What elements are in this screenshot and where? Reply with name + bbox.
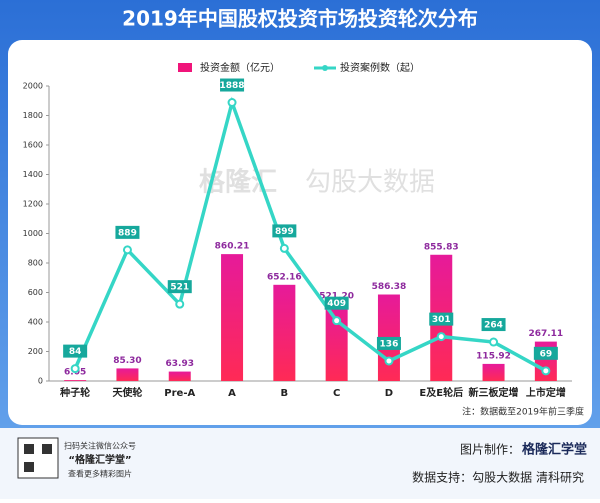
- bar: [116, 368, 139, 381]
- point: [384, 356, 394, 366]
- bar-value-label: 115.92: [476, 351, 511, 361]
- y-tick-label: 800: [28, 259, 43, 268]
- brand: 格隆汇学堂: [522, 442, 587, 458]
- point-label-box: [63, 344, 88, 358]
- point-label-box: [429, 312, 454, 326]
- y-tick-label: 1200: [23, 200, 43, 209]
- x-tick-label: 新三板定增: [469, 386, 519, 399]
- bar: [325, 304, 348, 381]
- point: [175, 299, 185, 309]
- x-tick-label: Pre-A: [164, 388, 195, 399]
- point-label-box: [115, 225, 140, 239]
- point: [436, 332, 446, 342]
- legend-swatch: [322, 65, 328, 71]
- x-tick-label: 天使轮: [112, 386, 142, 399]
- y-tick-label: 1800: [23, 111, 43, 120]
- bar: [221, 254, 244, 381]
- y-tick-label: 400: [28, 318, 43, 327]
- point-label: 1888: [220, 81, 245, 91]
- footer-text: 查看更多精彩图片: [68, 469, 132, 479]
- point-label-box: [220, 78, 245, 92]
- point-label-box: [533, 346, 558, 360]
- bar-value-label: 521.20: [319, 292, 354, 302]
- point: [70, 364, 80, 374]
- y-tick-label: 1600: [23, 141, 43, 150]
- footer-text: 数据支持：勾股大数据 清科研究: [412, 470, 584, 485]
- point: [541, 366, 551, 376]
- point-label-box: [481, 318, 506, 332]
- x-tick-label: B: [281, 388, 289, 399]
- bar-value-label: 855.83: [424, 242, 459, 252]
- bar-value-label: 586.38: [372, 282, 407, 292]
- footer-text: 图片制作：: [460, 443, 520, 457]
- point-label-box: [272, 224, 297, 238]
- x-tick-label: C: [333, 388, 340, 399]
- x-tick-label: 种子轮: [59, 386, 90, 399]
- point-label: 889: [118, 228, 137, 238]
- point-label: 84: [69, 347, 82, 357]
- point-label-box: [167, 280, 192, 294]
- point: [279, 243, 289, 253]
- point-label: 301: [432, 315, 451, 325]
- bar-value-label: 63.93: [166, 359, 194, 369]
- bar: [482, 363, 505, 381]
- point: [227, 98, 237, 108]
- point: [122, 245, 132, 255]
- watermark: 勾股大数据: [305, 168, 435, 198]
- x-tick-label: 上市定增: [526, 386, 566, 399]
- bar: [168, 371, 191, 381]
- qr-code: [24, 444, 34, 454]
- footer-bg: [0, 428, 600, 499]
- legend-label: 投资案例数（起）: [340, 61, 420, 74]
- footer-text: “格隆汇学堂”: [68, 453, 131, 466]
- point: [489, 337, 499, 347]
- y-tick-label: 1000: [23, 229, 43, 238]
- point-label: 136: [380, 339, 399, 349]
- qr-code: [24, 462, 34, 472]
- x-tick-label: D: [385, 388, 393, 399]
- y-tick-label: 0: [38, 377, 43, 386]
- note: 注：数据截至2019年前三季度: [462, 406, 584, 418]
- y-tick-label: 1400: [23, 170, 43, 179]
- legend-label: 投资金额（亿元）: [200, 61, 280, 74]
- bar-value-label: 652.16: [267, 272, 302, 282]
- y-tick-label: 2000: [23, 82, 43, 91]
- x-tick-label: E及E轮后: [419, 386, 463, 399]
- bar-value-label: 860.21: [215, 242, 250, 252]
- bar: [273, 284, 296, 381]
- point: [332, 316, 342, 326]
- footer-text: 扫码关注微信公众号: [64, 441, 136, 451]
- point-label: 264: [484, 321, 503, 331]
- point-label: 409: [327, 299, 346, 309]
- bar-value-label: 267.11: [528, 329, 563, 339]
- point-label-box: [324, 296, 349, 310]
- bar: [64, 380, 87, 381]
- point-label: 521: [170, 283, 189, 293]
- chart-title: 2019年中国股权投资市场投资轮次分布: [122, 7, 478, 31]
- y-tick-label: 200: [28, 347, 43, 356]
- point-label: 899: [275, 227, 294, 237]
- line: [73, 96, 547, 373]
- point-label-box: [376, 336, 401, 350]
- qr-code: [42, 444, 52, 454]
- y-tick-label: 600: [28, 288, 43, 297]
- bar-value-label: 85.30: [113, 356, 141, 366]
- legend-swatch: [178, 63, 192, 72]
- x-tick-label: A: [228, 388, 236, 399]
- point-label: 69: [540, 349, 553, 359]
